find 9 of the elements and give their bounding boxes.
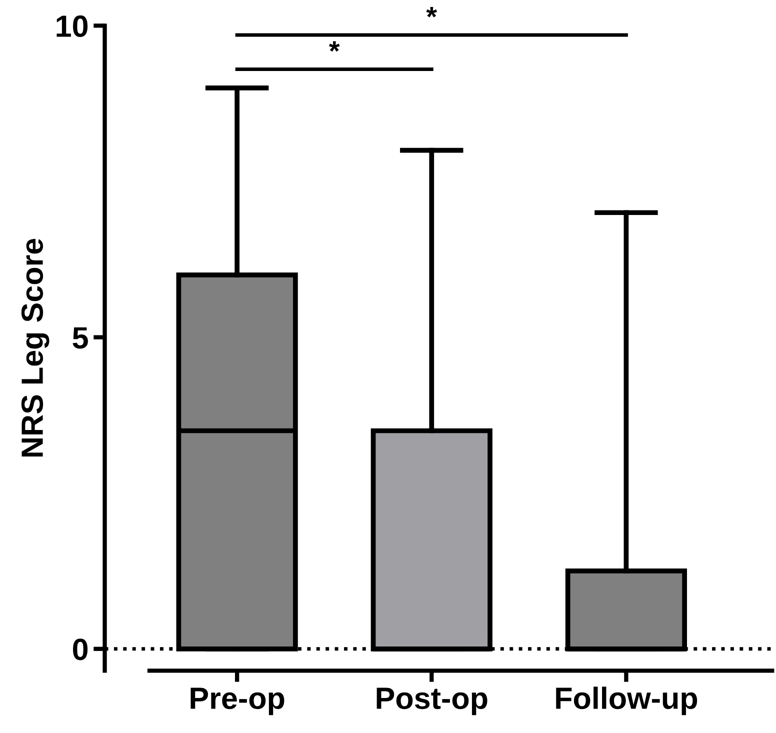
x-tick-label: Pre-op (190, 688, 284, 716)
x-tick-label: Post-op (376, 688, 488, 716)
y-tick-label: 5 (72, 327, 88, 349)
x-tick-label: Follow-up (556, 686, 698, 716)
text: * (426, 7, 438, 18)
annotation: * (329, 41, 340, 52)
y-tick-label: 10 (56, 15, 88, 38)
y-axis-title: NRS Leg Score (21, 238, 50, 456)
y-tick-label: 0 (73, 638, 88, 660)
